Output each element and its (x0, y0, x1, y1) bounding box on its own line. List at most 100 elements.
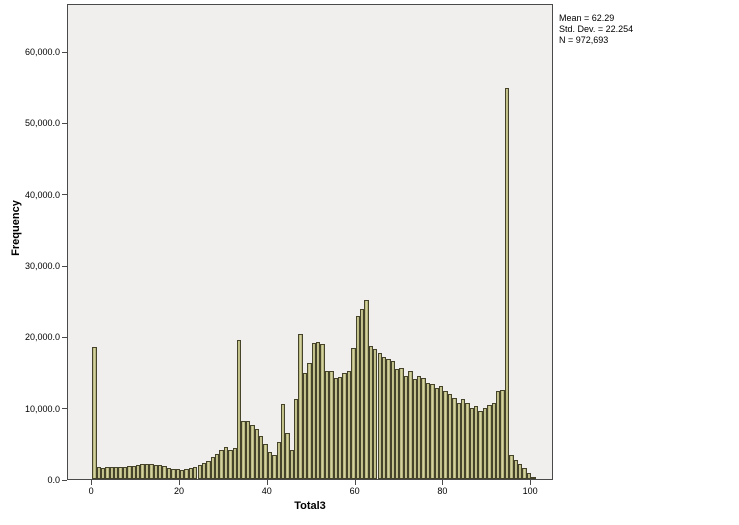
histogram-bar (425, 382, 431, 479)
histogram-bar (338, 377, 343, 479)
histogram-bar (460, 399, 466, 479)
histogram-bar (219, 449, 224, 479)
histogram-bar (188, 468, 194, 479)
histogram-bar (136, 464, 141, 479)
histogram-bar (434, 387, 439, 479)
histogram-bar (456, 402, 461, 479)
x-tick-mark (266, 480, 268, 485)
histogram-bar (403, 375, 409, 479)
histogram-bar (482, 408, 488, 479)
histogram-bar (408, 370, 413, 479)
histogram-bar (241, 421, 246, 479)
histogram-bar (513, 459, 518, 479)
histogram-bar (179, 469, 185, 479)
stats-summary: Mean = 62.29 Std. Dev. = 22.254 N = 972,69… (559, 13, 633, 46)
y-tick-label: 20,000.0 (24, 332, 60, 343)
histogram-bars-container (68, 5, 552, 479)
histogram-bar (522, 468, 527, 479)
y-tick-mark (62, 408, 67, 410)
histogram-bar (386, 359, 391, 479)
histogram-bar (487, 404, 492, 479)
histogram-bar (280, 404, 286, 479)
histogram-bar (329, 371, 334, 479)
histogram-bar (421, 377, 426, 479)
y-tick-label: 30,000.0 (24, 261, 60, 271)
y-tick-mark (62, 194, 67, 196)
histogram-bar (443, 390, 448, 479)
x-tick-mark (91, 480, 93, 485)
histogram-bar (215, 454, 220, 479)
histogram-bar (302, 373, 308, 479)
histogram-bar (531, 476, 536, 479)
histogram-bar (158, 465, 163, 479)
histogram-bar (399, 367, 404, 479)
histogram-bar (272, 455, 277, 479)
histogram-bar (171, 469, 176, 479)
histogram-bar (438, 385, 444, 479)
x-tick-mark (530, 480, 532, 485)
x-tick-label: 40 (261, 486, 272, 496)
histogram-bar (342, 373, 347, 479)
histogram-bar (223, 447, 229, 479)
histogram-bar (373, 349, 378, 479)
y-tick-label: 0.0 (47, 475, 60, 485)
histogram-bar (245, 421, 251, 479)
x-tick-mark (354, 480, 356, 485)
histogram-bar (509, 455, 514, 479)
histogram-bar (263, 444, 268, 479)
histogram-bar (478, 411, 483, 479)
histogram-bar (316, 342, 321, 479)
histogram-bar (210, 457, 216, 479)
histogram-bar (228, 449, 233, 479)
histogram-bar (368, 345, 374, 479)
y-axis-title: Frequency (10, 200, 22, 256)
histogram-bar (500, 389, 505, 479)
x-tick-mark (179, 480, 180, 485)
y-tick-label: 50,000.0 (24, 118, 60, 129)
histogram-bar (114, 466, 119, 479)
histogram-bar (412, 379, 417, 479)
histogram-bar (131, 465, 137, 479)
x-tick-label: 100 (522, 486, 538, 496)
histogram-bar (184, 469, 189, 479)
histogram-bar (294, 399, 299, 479)
histogram-bar (276, 441, 281, 479)
histogram-bar (430, 384, 435, 479)
histogram-bar (364, 299, 369, 479)
stats-line: N = 972,693 (559, 35, 609, 45)
histogram-bar (355, 316, 360, 479)
histogram-bar (351, 347, 356, 479)
histogram-bar (92, 347, 97, 479)
y-tick-label: 40,000.0 (24, 189, 60, 200)
x-tick-mark (442, 480, 444, 485)
histogram-bar (311, 343, 317, 479)
histogram-bar (526, 472, 532, 479)
histogram-bar (237, 339, 242, 479)
stats-line: Std. Dev. = 22.254 (559, 24, 634, 34)
histogram-bar (254, 429, 259, 479)
histogram-bar (452, 397, 457, 479)
histogram-bar (447, 394, 453, 479)
y-tick-label: 10,000.0 (24, 403, 60, 414)
x-axis-title: Total3 (294, 500, 326, 512)
x-tick-label: 0 (88, 486, 94, 496)
histogram-bar (122, 466, 128, 479)
histogram-bar (201, 463, 207, 479)
histogram-bar (193, 466, 198, 479)
histogram-bar (377, 353, 382, 479)
histogram-bar (496, 391, 501, 479)
y-tick-mark (62, 336, 67, 338)
histogram-bar (289, 450, 295, 479)
histogram-bar (491, 402, 497, 479)
y-tick-mark (62, 122, 67, 124)
x-tick-label: 80 (437, 486, 448, 496)
histogram-bar (166, 468, 172, 479)
histogram-bar (232, 447, 237, 479)
y-tick-mark (62, 265, 67, 267)
x-tick-label: 60 (349, 486, 360, 496)
histogram-bar (140, 464, 145, 479)
histogram-bar (109, 466, 115, 479)
histogram-bar (197, 465, 202, 479)
histogram-bar (390, 361, 396, 479)
